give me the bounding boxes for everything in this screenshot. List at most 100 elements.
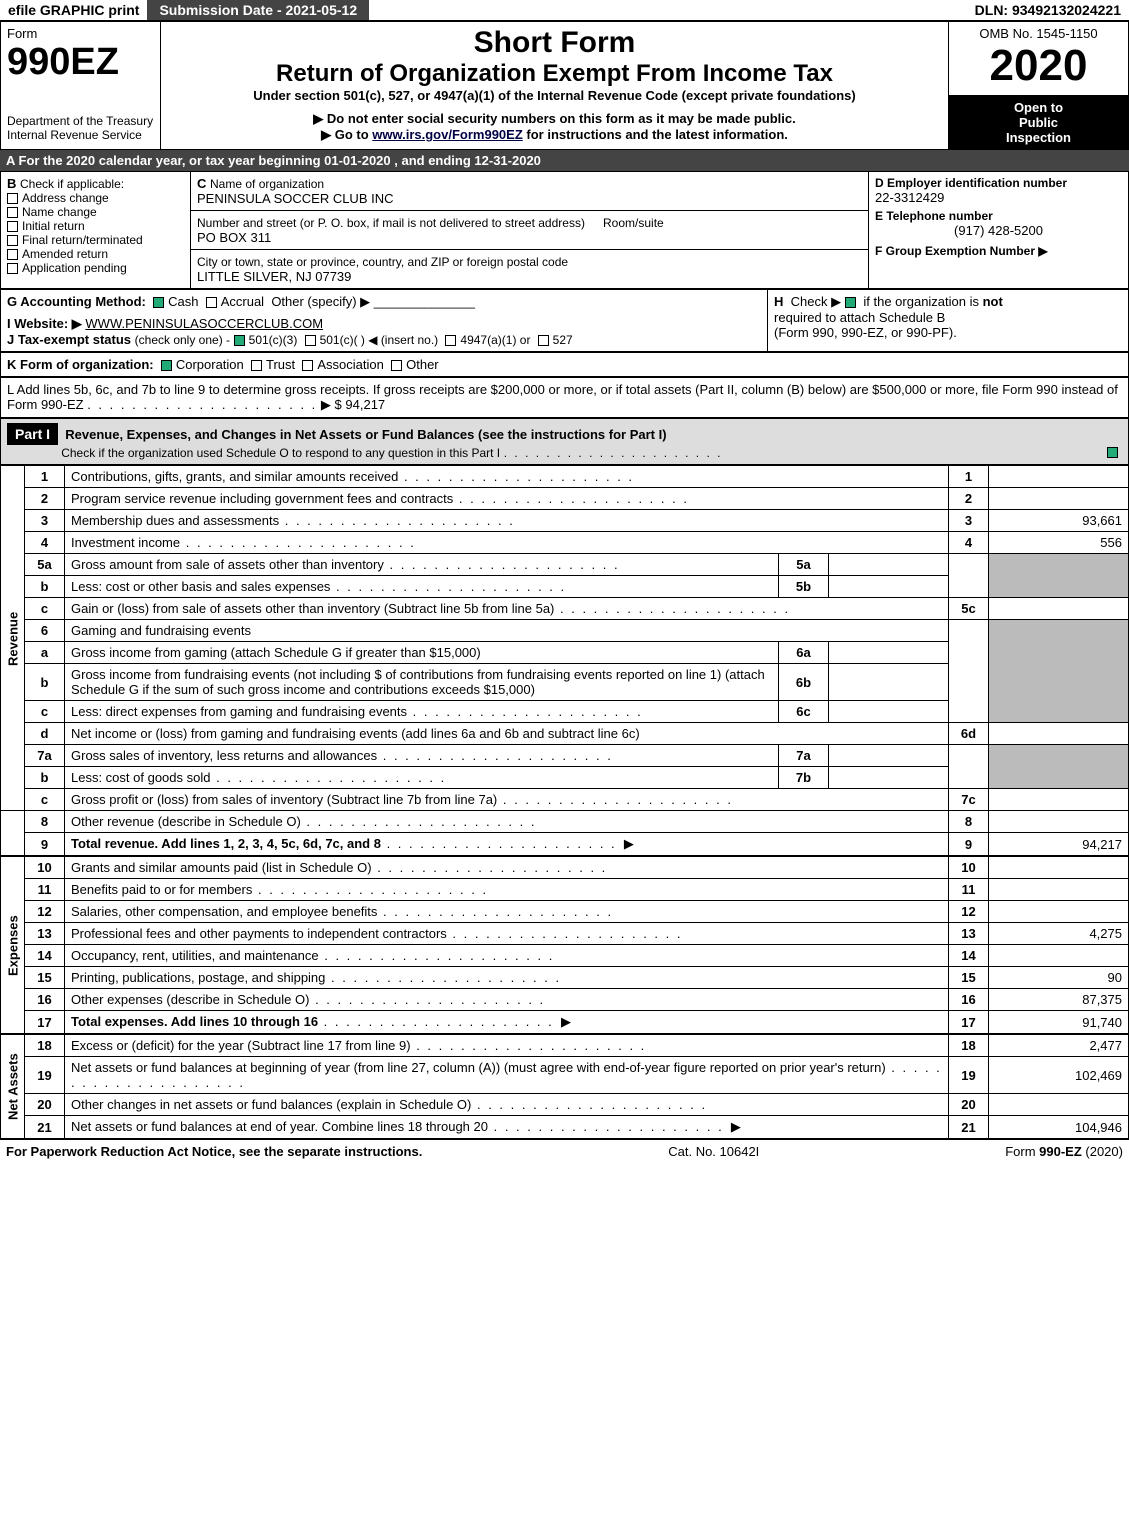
line-7a-text: Gross sales of inventory, less returns a… xyxy=(65,745,779,767)
j-sub: (check only one) - xyxy=(135,333,230,347)
line-15-text: Printing, publications, postage, and shi… xyxy=(65,967,949,989)
checkbox-amended-return[interactable] xyxy=(7,249,18,260)
dots-1 xyxy=(398,469,634,484)
form-word: Form xyxy=(7,26,37,41)
form-id-cell: Form 990EZ Department of the Treasury In… xyxy=(1,22,161,150)
checkbox-accrual[interactable] xyxy=(206,297,217,308)
line-6b-num: b xyxy=(25,664,65,701)
line-17-text: Total expenses. Add lines 10 through 16 … xyxy=(65,1011,949,1034)
checkbox-association[interactable] xyxy=(302,360,313,371)
footer-right-pre: Form xyxy=(1005,1144,1039,1159)
checkbox-address-change[interactable] xyxy=(7,193,18,204)
line-6a-subval xyxy=(829,642,949,664)
dots-16 xyxy=(309,992,545,1007)
checkbox-501c[interactable] xyxy=(305,335,316,346)
footer-right-bold: 990-EZ xyxy=(1039,1144,1082,1159)
line-7c-r: 7c xyxy=(949,789,989,811)
j-o2: 501(c)( ) ◀ (insert no.) xyxy=(320,333,439,347)
section-h: H Check ▶ if the organization is not req… xyxy=(768,290,1129,352)
dots-7c xyxy=(497,792,733,807)
line-1-val xyxy=(989,466,1129,488)
line-13-num: 13 xyxy=(25,923,65,945)
line-14-val xyxy=(989,945,1129,967)
line-18-text: Excess or (deficit) for the year (Subtra… xyxy=(65,1035,949,1057)
line-5b-subval xyxy=(829,576,949,598)
part1-header-table: Part I Revenue, Expenses, and Changes in… xyxy=(0,418,1129,465)
line-20-val xyxy=(989,1094,1129,1116)
section-g: G Accounting Method: Cash Accrual Other … xyxy=(1,290,768,352)
l-dots xyxy=(87,397,317,412)
k-o4: Other xyxy=(406,357,439,372)
line-19-num: 19 xyxy=(25,1057,65,1094)
line-5a-sub: 5a xyxy=(779,554,829,576)
checkbox-schedule-o-part1[interactable] xyxy=(1107,447,1118,458)
dots-3 xyxy=(279,513,515,528)
website-value[interactable]: WWW.PENINSULASOCCERCLUB.COM xyxy=(85,316,323,331)
b-item-0: Address change xyxy=(22,191,109,205)
footer-right: Form 990-EZ (2020) xyxy=(1005,1144,1123,1159)
checkbox-corporation[interactable] xyxy=(161,360,172,371)
footer-right-post: (2020) xyxy=(1082,1144,1123,1159)
checkbox-527[interactable] xyxy=(538,335,549,346)
open-line2: Public xyxy=(955,115,1122,130)
line-20-text: Other changes in net assets or fund bala… xyxy=(65,1094,949,1116)
line-10-num: 10 xyxy=(25,857,65,879)
line-15-val: 90 xyxy=(989,967,1129,989)
section-k: K Form of organization: Corporation Trus… xyxy=(1,353,1129,377)
line-17-t: Total expenses. Add lines 10 through 16 xyxy=(71,1014,318,1029)
form-header: Form 990EZ Department of the Treasury In… xyxy=(0,21,1129,150)
phone-value: (917) 428-5200 xyxy=(875,223,1122,238)
i-label: I Website: ▶ xyxy=(7,316,82,331)
line-4-text: Investment income xyxy=(65,532,949,554)
line-21-t: Net assets or fund balances at end of ye… xyxy=(71,1119,488,1134)
line-8-val xyxy=(989,811,1129,833)
checkbox-other-org[interactable] xyxy=(391,360,402,371)
open-line3: Inspection xyxy=(955,130,1122,145)
h-label: H xyxy=(774,294,783,309)
line-6c-num: c xyxy=(25,701,65,723)
checkbox-schedule-b[interactable] xyxy=(845,297,856,308)
line-1-t: Contributions, gifts, grants, and simila… xyxy=(71,469,398,484)
checkbox-4947[interactable] xyxy=(445,335,456,346)
line-14-r: 14 xyxy=(949,945,989,967)
line-3-text: Membership dues and assessments xyxy=(65,510,949,532)
line-6-rshade xyxy=(949,620,989,723)
section-c-name: C Name of organization PENINSULA SOCCER … xyxy=(191,172,869,211)
line-6c-subval xyxy=(829,701,949,723)
checkbox-initial-return[interactable] xyxy=(7,221,18,232)
l-amount: 94,217 xyxy=(345,397,385,412)
checkbox-cash[interactable] xyxy=(153,297,164,308)
c-label: C xyxy=(197,176,206,191)
line-12-val xyxy=(989,901,1129,923)
dots-7b xyxy=(210,770,446,785)
checkbox-trust[interactable] xyxy=(251,360,262,371)
line-6c-t: Less: direct expenses from gaming and fu… xyxy=(71,704,407,719)
submission-date: Submission Date - 2021-05-12 xyxy=(147,0,369,20)
street-value: PO BOX 311 xyxy=(197,230,271,245)
checkbox-name-change[interactable] xyxy=(7,207,18,218)
line-9-val: 94,217 xyxy=(989,833,1129,856)
line-3-r: 3 xyxy=(949,510,989,532)
line-10-r: 10 xyxy=(949,857,989,879)
irs-link[interactable]: www.irs.gov/Form990EZ xyxy=(372,127,523,142)
checkbox-final-return[interactable] xyxy=(7,235,18,246)
line-6a-text: Gross income from gaming (attach Schedul… xyxy=(65,642,779,664)
netassets-sidebar: Net Assets xyxy=(1,1035,25,1139)
omb-year-cell: OMB No. 1545-1150 2020 xyxy=(949,22,1129,96)
efile-label[interactable]: efile GRAPHIC print xyxy=(0,0,147,20)
checkbox-application-pending[interactable] xyxy=(7,263,18,274)
checkbox-501c3[interactable] xyxy=(234,335,245,346)
line-2-t: Program service revenue including govern… xyxy=(71,491,453,506)
d-label: D Employer identification number xyxy=(875,176,1122,190)
dots-5a xyxy=(384,557,620,572)
line-21-r: 21 xyxy=(949,1116,989,1139)
goto-post: for instructions and the latest informat… xyxy=(526,127,787,142)
line-8-num: 8 xyxy=(25,811,65,833)
city-value: LITTLE SILVER, NJ 07739 xyxy=(197,269,351,284)
section-c-street: Number and street (or P. O. box, if mail… xyxy=(191,211,869,250)
subtitle: Under section 501(c), 527, or 4947(a)(1)… xyxy=(167,88,942,103)
line-7-rshade xyxy=(949,745,989,789)
dept-label: Department of the Treasury xyxy=(7,114,154,128)
line-7c-num: c xyxy=(25,789,65,811)
line-5a-subval xyxy=(829,554,949,576)
